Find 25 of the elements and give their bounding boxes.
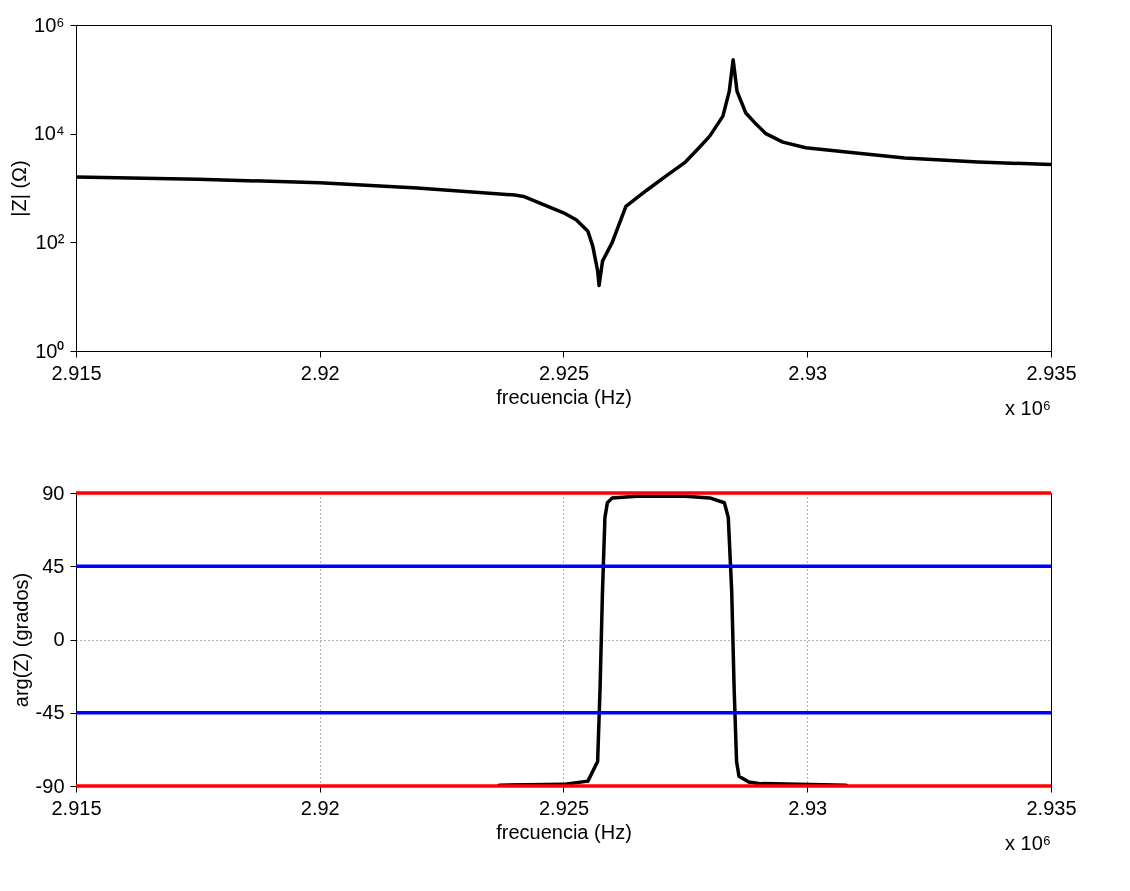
x-tick-label: 2.915 <box>51 796 102 819</box>
x-axis-title: frecuencia (Hz) <box>496 385 632 408</box>
y-tick-label: -45 <box>35 701 65 724</box>
text: x 10⁶ <box>1004 832 1051 854</box>
y-tick-label: 0 <box>53 628 65 650</box>
x-tick-label: 2.93 <box>788 361 828 384</box>
y-axis-title: |Z| (Ω) <box>7 160 30 217</box>
y-tick-label: 10⁶ <box>34 13 65 36</box>
y-tick-label: -90 <box>35 774 65 797</box>
text: x 10⁶ <box>1004 397 1051 419</box>
y-tick-label: 90 <box>42 481 65 504</box>
x-tick-label: 2.935 <box>1026 361 1077 384</box>
y-axis-title: arg(Z) (grados) <box>9 572 32 708</box>
y-tick-label: 10⁰ <box>35 339 65 362</box>
x-tick-label: 2.92 <box>300 361 340 384</box>
x-tick-label: 2.915 <box>51 361 102 384</box>
y-tick-label: 10² <box>35 230 65 253</box>
x-axis-title: frecuencia (Hz) <box>496 820 632 843</box>
x-tick-label: 2.93 <box>788 796 828 819</box>
y-tick-label: 10⁴ <box>33 122 65 145</box>
x-tick-label: 2.92 <box>300 796 340 819</box>
x-tick-label: 2.925 <box>538 361 590 384</box>
y-tick-label: 45 <box>42 554 65 577</box>
x-tick-label: 2.925 <box>538 796 590 819</box>
x-tick-label: 2.935 <box>1026 796 1077 819</box>
